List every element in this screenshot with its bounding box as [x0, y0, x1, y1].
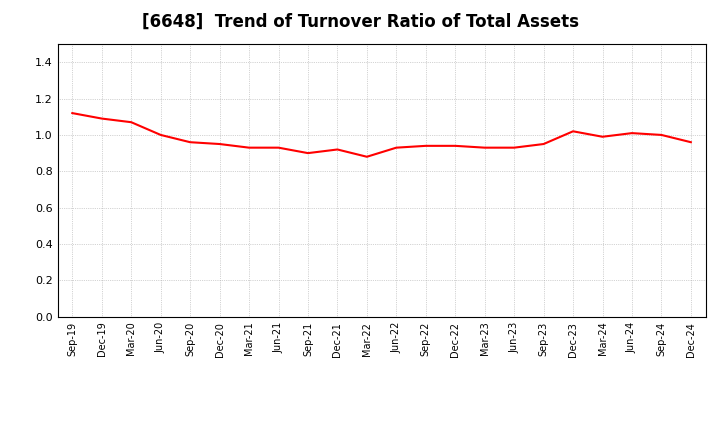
- Text: [6648]  Trend of Turnover Ratio of Total Assets: [6648] Trend of Turnover Ratio of Total …: [142, 13, 578, 31]
